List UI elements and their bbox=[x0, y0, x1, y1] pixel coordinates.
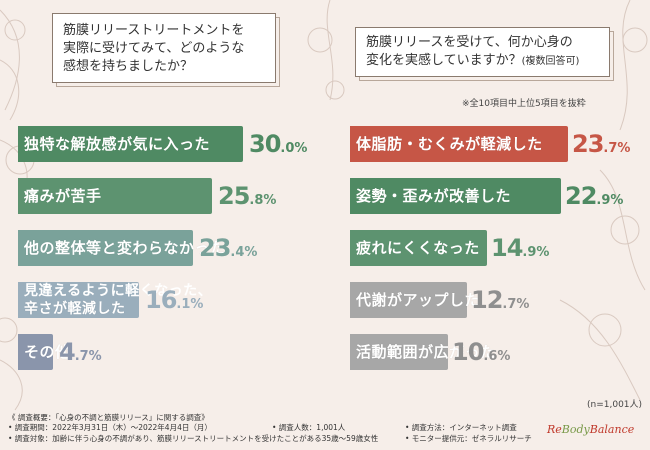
bar-label-line: 痛みが苦手 bbox=[24, 187, 102, 205]
bar-value-2: 25.8% bbox=[218, 178, 276, 214]
bar-5 bbox=[18, 334, 53, 370]
bar-value-5: 4.7% bbox=[59, 334, 102, 370]
logo-part-2: Body bbox=[561, 423, 590, 436]
survey-count: • 調査人数：1,001人 bbox=[272, 423, 346, 432]
bar-2 bbox=[350, 178, 561, 214]
bar-label-line: 体脂肪・むくみが軽減した bbox=[356, 135, 543, 153]
right-question-line-2: 変化を実感していますか？(複数回答可) bbox=[366, 52, 599, 71]
bar-label-line: 代謝がアップした bbox=[356, 291, 481, 309]
right-question-box: 筋膜リリースを受けて、何か心身の 変化を実感していますか？(複数回答可) bbox=[355, 27, 614, 81]
right-question-note: (複数回答可) bbox=[521, 56, 580, 67]
bar-value-4: 12.7% bbox=[471, 282, 529, 318]
right-question-line-1: 筋膜リリースを受けて、何か心身の bbox=[366, 35, 573, 50]
value-integer: 23 bbox=[199, 234, 231, 262]
sample-size-note: (n=1,001人) bbox=[587, 400, 643, 410]
bar-label-4: 見違えるように軽くなった、 辛さが軽減した bbox=[24, 282, 212, 318]
bar-value-1: 23.7% bbox=[572, 126, 630, 162]
left-question-line-3: 感想を持ちましたか？ bbox=[63, 59, 194, 74]
value-decimal: .4% bbox=[230, 245, 258, 260]
bar-value-4: 16.1% bbox=[145, 282, 203, 318]
top-items-note: ※全10項目中上位5項目を抜粋 bbox=[462, 99, 586, 109]
value-integer: 14 bbox=[491, 234, 523, 262]
bar-1 bbox=[350, 126, 568, 162]
rebodybalance-logo: ReBodyBalance bbox=[547, 423, 634, 436]
value-decimal: .7% bbox=[603, 141, 631, 156]
value-decimal: .7% bbox=[74, 349, 102, 364]
bar-value-2: 22.9% bbox=[565, 178, 623, 214]
bar-label-2: 痛みが苦手 bbox=[24, 178, 102, 214]
value-integer: 30 bbox=[249, 130, 281, 158]
bar-label-5: 活動範囲が広がった bbox=[356, 334, 496, 370]
bar-value-3: 23.4% bbox=[199, 230, 257, 266]
left-question-line-2: 実際に受けてみて、どのような bbox=[63, 41, 245, 56]
bar-2 bbox=[18, 178, 212, 214]
bar-3 bbox=[18, 230, 193, 266]
bar-label-3: 疲れにくくなった bbox=[356, 230, 480, 266]
logo-part-1: Re bbox=[547, 423, 562, 436]
bar-label-3: 他の整体等と変わらなかった bbox=[24, 230, 226, 266]
left-question-box: 筋膜リリーストリートメントを 実際に受けてみて、どのような 感想を持ちましたか？ bbox=[52, 13, 280, 87]
value-decimal: .1% bbox=[176, 297, 204, 312]
bar-value-5: 10.6% bbox=[452, 334, 510, 370]
survey-provider: • モニター提供元：ゼネラルリサーチ bbox=[405, 434, 532, 443]
survey-title: 《 調査概要：「心身の不調と筋膜リリース」に関する調査》 bbox=[8, 413, 209, 422]
value-decimal: .0% bbox=[280, 141, 308, 156]
bar-label-line: 姿勢・歪みが改善した bbox=[356, 187, 512, 205]
bar-value-1: 30.0% bbox=[249, 126, 307, 162]
bar-label-1: 独特な解放感が気に入った bbox=[24, 126, 210, 162]
value-decimal: .7% bbox=[502, 297, 530, 312]
bar-3 bbox=[350, 230, 487, 266]
bar-label-line: 辛さが軽減した bbox=[24, 301, 126, 317]
bar-label-1: 体脂肪・むくみが軽減した bbox=[356, 126, 543, 162]
bar-1 bbox=[18, 126, 243, 162]
right-question-main: 変化を実感していますか？ bbox=[366, 53, 522, 68]
value-integer: 4 bbox=[59, 338, 76, 366]
value-integer: 22 bbox=[565, 182, 597, 210]
bar-label-line: 見違えるように軽くなった、 bbox=[24, 283, 213, 299]
logo-part-3: Balance bbox=[589, 423, 635, 436]
bar-label-4: 代謝がアップした bbox=[356, 282, 480, 318]
value-integer: 12 bbox=[471, 286, 503, 314]
bar-label-5: その他 bbox=[24, 334, 71, 370]
bar-4 bbox=[18, 282, 139, 318]
left-question-line-1: 筋膜リリーストリートメントを bbox=[63, 23, 245, 38]
bar-label-line: その他 bbox=[24, 343, 71, 361]
value-decimal: .8% bbox=[249, 193, 277, 208]
value-decimal: .9% bbox=[522, 245, 550, 260]
bar-label-line: 疲れにくくなった bbox=[356, 239, 480, 257]
bar-value-3: 14.9% bbox=[491, 230, 549, 266]
bar-label-line: 活動範囲が広がった bbox=[356, 343, 496, 361]
bar-4 bbox=[350, 282, 467, 318]
value-integer: 16 bbox=[145, 286, 177, 314]
bar-5 bbox=[350, 334, 448, 370]
survey-period: • 調査期間：2022年3月31日（木）～2022年4月4日（月） bbox=[8, 423, 212, 432]
value-integer: 25 bbox=[218, 182, 250, 210]
bar-label-line: 他の整体等と変わらなかった bbox=[24, 239, 226, 257]
survey-method: • 調査方法：インターネット調査 bbox=[405, 423, 517, 432]
survey-target: • 調査対象：加齢に伴う心身の不調があり、筋膜リリーストリートメントを受けたこと… bbox=[8, 434, 379, 443]
value-decimal: .9% bbox=[596, 193, 624, 208]
bar-label-2: 姿勢・歪みが改善した bbox=[356, 178, 511, 214]
bar-label-line: 独特な解放感が気に入った bbox=[24, 135, 211, 153]
value-integer: 10 bbox=[452, 338, 484, 366]
value-integer: 23 bbox=[572, 130, 604, 158]
value-decimal: .6% bbox=[483, 349, 511, 364]
